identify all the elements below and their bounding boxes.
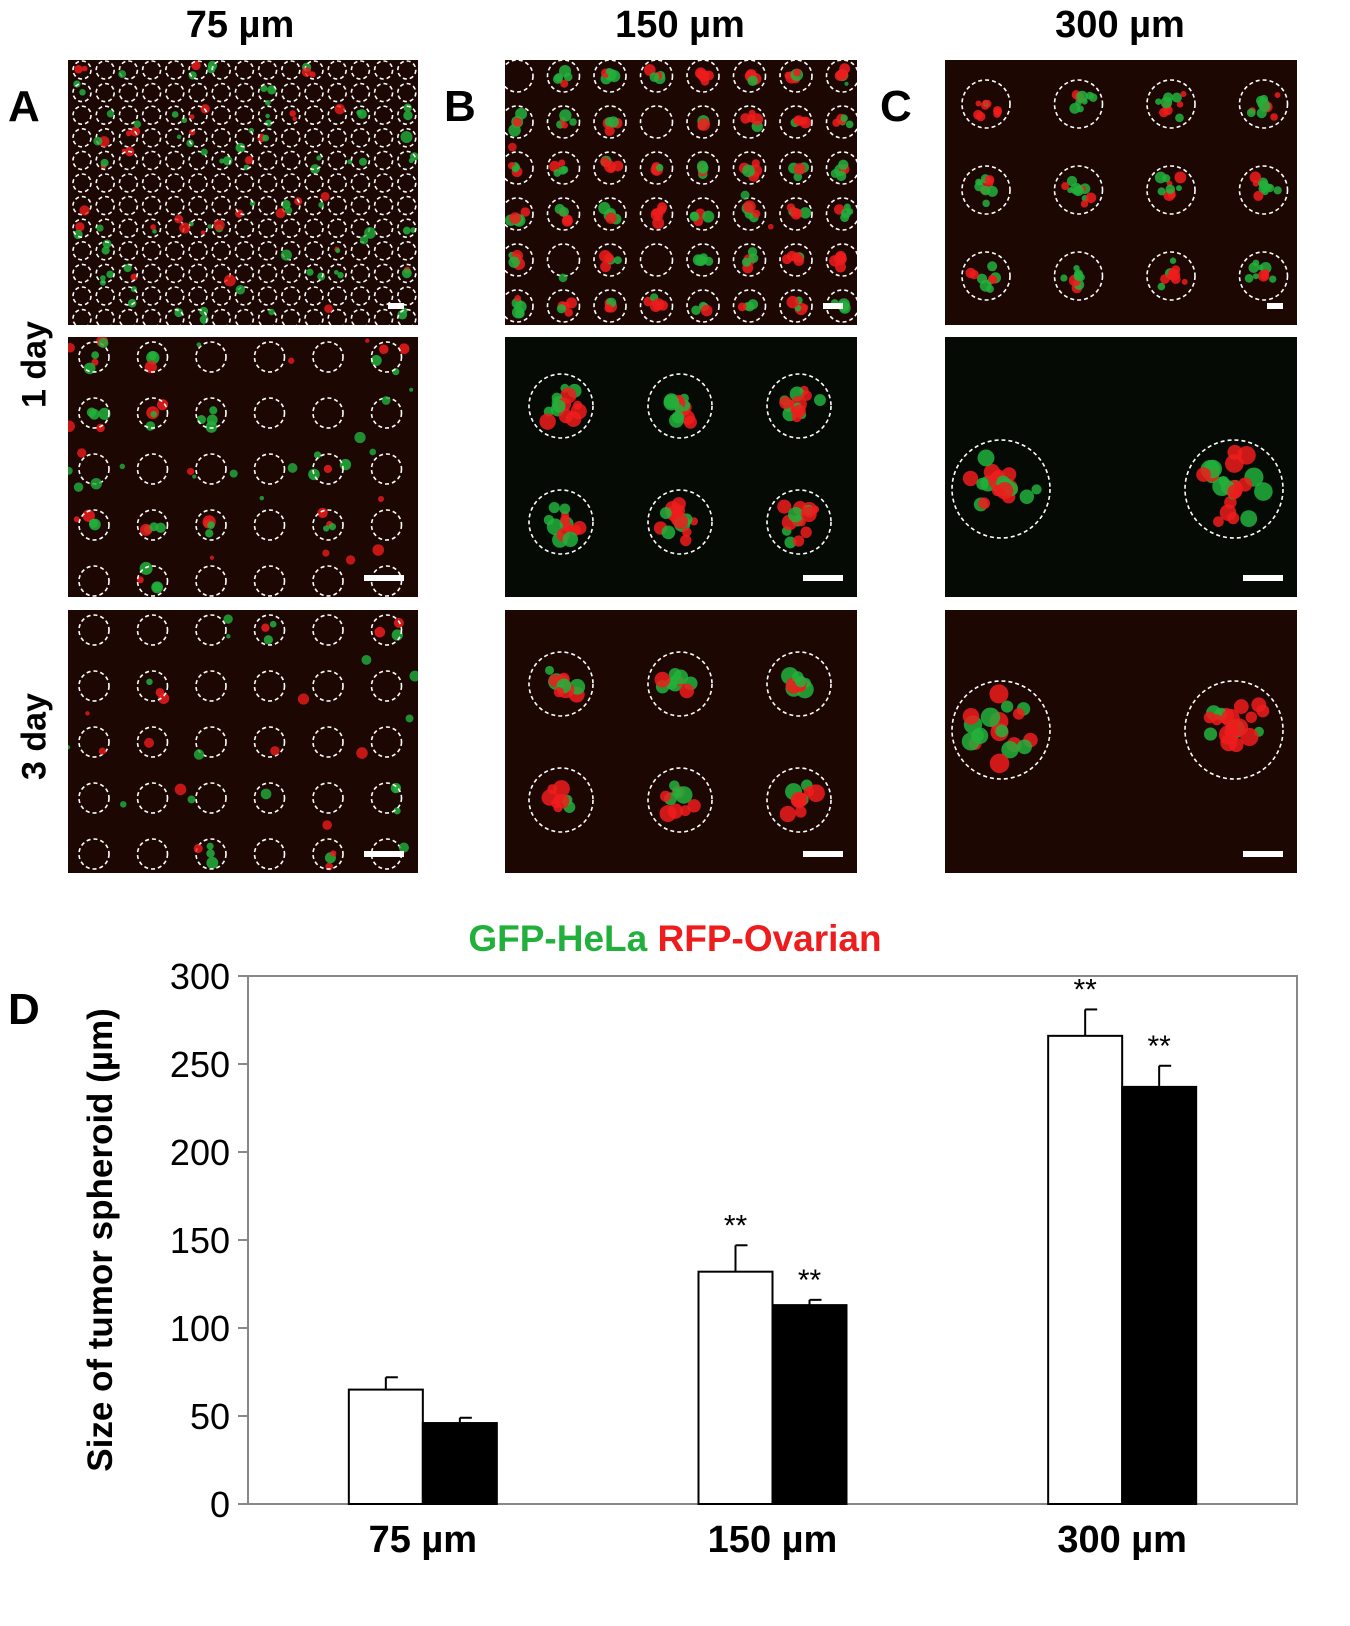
x-category-label: 300 µm	[1057, 1519, 1187, 1561]
bar-series1-2	[1121, 1085, 1198, 1505]
bar-series1-1	[771, 1304, 848, 1505]
panel-letter-c: C	[880, 82, 912, 131]
bar-series0-1	[697, 1270, 774, 1505]
bar-series0-2	[1047, 1034, 1124, 1505]
significance-marker: **	[1073, 973, 1097, 1006]
panel-letter-a: A	[8, 82, 40, 131]
column-title-150: 150 µm	[615, 4, 745, 46]
y-tick-label: 250	[170, 1044, 230, 1085]
y-tick-label: 200	[170, 1132, 230, 1173]
micrograph-c-day3	[945, 610, 1297, 873]
micrograph-c-day1	[945, 337, 1297, 597]
y-tick-label: 300	[170, 960, 230, 997]
micrograph-a-day1	[68, 337, 418, 597]
y-tick-label: 50	[190, 1396, 230, 1437]
bar-series1-0	[421, 1422, 498, 1506]
legend-gfp: GFP-HeLa	[468, 918, 648, 959]
micrograph-a-day3	[68, 610, 418, 873]
bar-series0-0	[347, 1388, 424, 1506]
panel-letter-b: B	[444, 82, 476, 131]
y-tick-label: 0	[210, 1484, 230, 1525]
micrograph-b-day1	[505, 337, 857, 597]
micrograph-b-overview	[505, 60, 857, 325]
x-category-label: 150 µm	[708, 1519, 838, 1561]
column-title-300: 300 µm	[1055, 4, 1185, 46]
row-label-3-day: 3 day	[15, 693, 54, 780]
y-axis-label: Size of tumor spheroid (µm)	[81, 1008, 120, 1472]
legend: GFP-HeLa RFP-Ovarian	[0, 918, 1350, 960]
panel-letter-d: D	[8, 985, 40, 1034]
micrograph-b-day3	[505, 610, 857, 873]
significance-marker: **	[724, 1209, 748, 1242]
significance-marker: **	[1147, 1030, 1171, 1063]
x-category-label: 75 µm	[369, 1519, 478, 1561]
micrograph-a-overview	[68, 60, 418, 325]
row-label-1-day: 1 day	[15, 321, 54, 408]
bar-chart: 0 50 100 150 200 250 300 Size of tumor spheroid…	[81, 960, 1298, 1561]
y-tick-label: 100	[170, 1308, 230, 1349]
y-tick-label: 150	[170, 1220, 230, 1261]
legend-rfp: RFP-Ovarian	[657, 918, 882, 959]
column-title-75: 75 µm	[185, 4, 295, 46]
micrograph-c-overview	[945, 60, 1297, 325]
significance-marker: **	[798, 1264, 822, 1297]
